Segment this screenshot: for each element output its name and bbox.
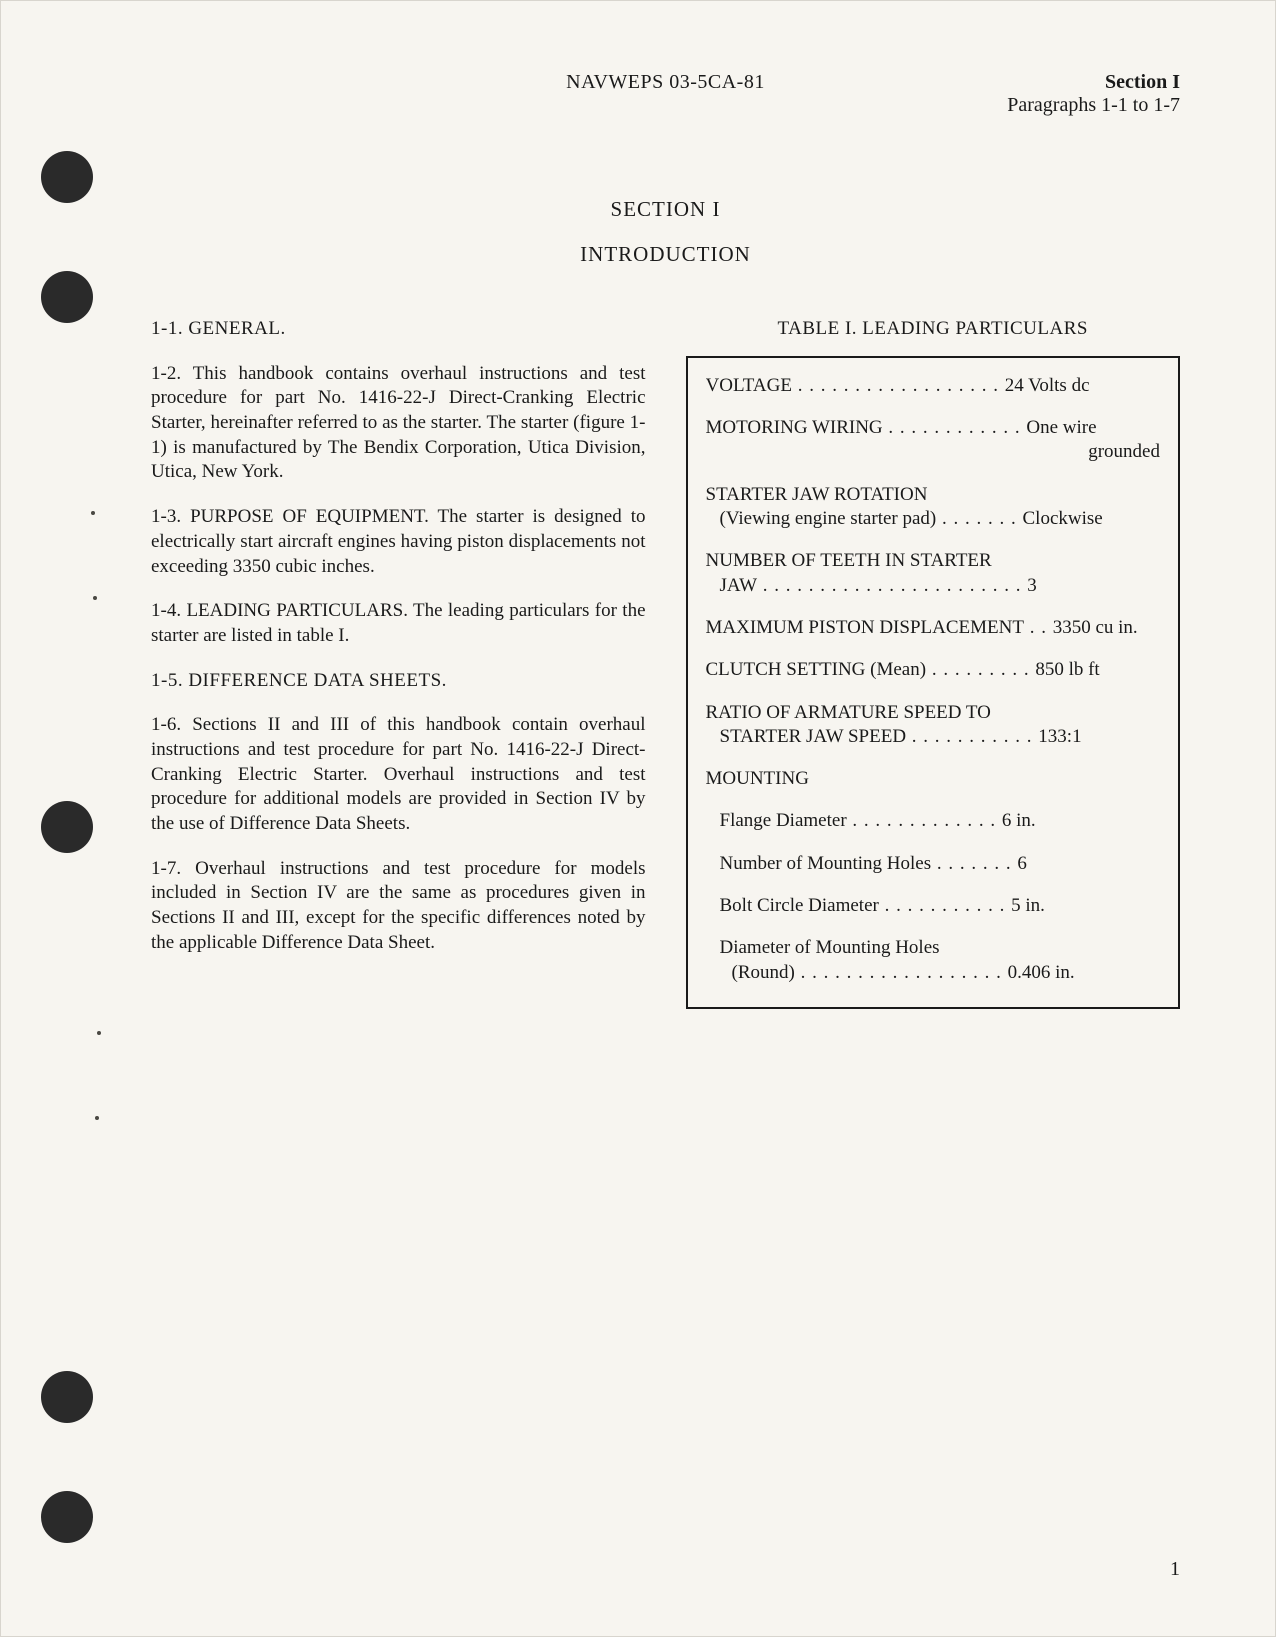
row-sublabel: STARTER JAW SPEED bbox=[706, 726, 907, 747]
para-1-3: 1-3. PURPOSE OF EQUIPMENT. The starter i… bbox=[151, 505, 646, 579]
row-value: 6 bbox=[1017, 853, 1027, 874]
row-value: 3 bbox=[1027, 575, 1037, 596]
row-label: Diameter of Mounting Holes bbox=[706, 937, 940, 958]
speck-icon bbox=[95, 1116, 99, 1120]
row-dots: . . bbox=[1024, 617, 1053, 638]
table-row: Diameter of Mounting Holes (Round) . . .… bbox=[706, 936, 1161, 985]
table-row: MOTORING WIRING . . . . . . . . . . . . … bbox=[706, 416, 1161, 465]
punch-hole-icon bbox=[41, 801, 93, 853]
page-number: 1 bbox=[1170, 1558, 1180, 1581]
row-sublabel: (Viewing engine starter pad) bbox=[706, 508, 937, 529]
punch-hole-icon bbox=[41, 1491, 93, 1543]
para-1-6: 1-6. Sections II and III of this handboo… bbox=[151, 713, 646, 836]
row-label: Number of Mounting Holes bbox=[706, 853, 932, 874]
left-column: 1-1. GENERAL. 1-2. This handbook contain… bbox=[151, 317, 646, 1009]
row-label: STARTER JAW ROTATION bbox=[706, 484, 928, 505]
row-label: NUMBER OF TEETH IN STARTER bbox=[706, 550, 992, 571]
row-value-extra: grounded bbox=[1088, 440, 1160, 464]
row-label: Flange Diameter bbox=[706, 810, 847, 831]
row-dots: . . . . . . . . . . . . . . . . . . . . … bbox=[757, 575, 1027, 596]
para-1-2: 1-2. This handbook contains overhaul ins… bbox=[151, 362, 646, 485]
row-value: Clockwise bbox=[1023, 508, 1103, 529]
section-name: INTRODUCTION bbox=[151, 242, 1180, 267]
row-dots: . . . . . . . . . . . bbox=[879, 895, 1011, 916]
document-page: NAVWEPS 03-5CA-81 Section I Paragraphs 1… bbox=[0, 0, 1276, 1637]
table-title: TABLE I. LEADING PARTICULARS bbox=[686, 317, 1181, 342]
row-value: One wire bbox=[1026, 417, 1096, 438]
row-dots: . . . . . . . . . . . . . bbox=[847, 810, 1002, 831]
row-dots: . . . . . . . . . . . . . . . . . . bbox=[795, 962, 1008, 983]
table-row: Bolt Circle Diameter . . . . . . . . . .… bbox=[706, 894, 1161, 918]
row-label: CLUTCH SETTING (Mean) bbox=[706, 659, 927, 680]
para-1-4: 1-4. LEADING PARTICULARS. The leading pa… bbox=[151, 599, 646, 648]
row-sublabel: JAW bbox=[706, 575, 758, 596]
row-label: MAXIMUM PISTON DISPLACEMENT bbox=[706, 617, 1024, 638]
punch-hole-icon bbox=[41, 1371, 93, 1423]
row-value: 24 Volts dc bbox=[1005, 375, 1090, 396]
leading-particulars-table: VOLTAGE . . . . . . . . . . . . . . . . … bbox=[686, 356, 1181, 1009]
row-label: MOTORING WIRING bbox=[706, 417, 883, 438]
row-value: 0.406 in. bbox=[1008, 962, 1075, 983]
para-1-1-heading: 1-1. GENERAL. bbox=[151, 317, 646, 342]
header-paragraph-range: Paragraphs 1-1 to 1-7 bbox=[920, 94, 1180, 117]
row-dots: . . . . . . . . . . . . . . . . . . bbox=[792, 375, 1005, 396]
table-row: RATIO OF ARMATURE SPEED TO STARTER JAW S… bbox=[706, 701, 1161, 750]
doc-id: NAVWEPS 03-5CA-81 bbox=[411, 71, 920, 94]
row-label: Bolt Circle Diameter bbox=[706, 895, 879, 916]
row-value: 3350 cu in. bbox=[1053, 617, 1138, 638]
table-row: Number of Mounting Holes . . . . . . . 6 bbox=[706, 852, 1161, 876]
row-value: 850 lb ft bbox=[1035, 659, 1099, 680]
table-row: STARTER JAW ROTATION (Viewing engine sta… bbox=[706, 483, 1161, 532]
para-1-5-heading: 1-5. DIFFERENCE DATA SHEETS. bbox=[151, 669, 646, 694]
table-row: VOLTAGE . . . . . . . . . . . . . . . . … bbox=[706, 374, 1161, 398]
running-header: NAVWEPS 03-5CA-81 Section I Paragraphs 1… bbox=[151, 71, 1180, 117]
table-row: MOUNTING bbox=[706, 767, 1161, 791]
para-1-7: 1-7. Overhaul instructions and test proc… bbox=[151, 857, 646, 956]
speck-icon bbox=[91, 511, 95, 515]
table-row: Flange Diameter . . . . . . . . . . . . … bbox=[706, 809, 1161, 833]
row-sublabel: (Round) bbox=[706, 962, 795, 983]
table-row: NUMBER OF TEETH IN STARTER JAW . . . . .… bbox=[706, 549, 1161, 598]
row-dots: . . . . . . . bbox=[931, 853, 1017, 874]
content-columns: 1-1. GENERAL. 1-2. This handbook contain… bbox=[151, 317, 1180, 1009]
row-label: MOUNTING bbox=[706, 768, 809, 789]
row-label: RATIO OF ARMATURE SPEED TO bbox=[706, 702, 991, 723]
header-section-label: Section I bbox=[920, 71, 1180, 94]
right-column: TABLE I. LEADING PARTICULARS VOLTAGE . .… bbox=[686, 317, 1181, 1009]
punch-hole-icon bbox=[41, 151, 93, 203]
row-dots: . . . . . . . . . bbox=[926, 659, 1035, 680]
row-value: 5 in. bbox=[1011, 895, 1045, 916]
section-title-block: SECTION I INTRODUCTION bbox=[151, 197, 1180, 267]
row-label: VOLTAGE bbox=[706, 375, 792, 396]
punch-hole-icon bbox=[41, 271, 93, 323]
table-row: MAXIMUM PISTON DISPLACEMENT . . 3350 cu … bbox=[706, 616, 1161, 640]
row-dots: . . . . . . . . . . . . bbox=[883, 417, 1027, 438]
row-dots: . . . . . . . bbox=[936, 508, 1022, 529]
table-row: CLUTCH SETTING (Mean) . . . . . . . . . … bbox=[706, 658, 1161, 682]
row-dots: . . . . . . . . . . . bbox=[906, 726, 1038, 747]
section-number: SECTION I bbox=[151, 197, 1180, 222]
speck-icon bbox=[97, 1031, 101, 1035]
row-value: 6 in. bbox=[1002, 810, 1036, 831]
row-value: 133:1 bbox=[1038, 726, 1081, 747]
speck-icon bbox=[93, 596, 97, 600]
